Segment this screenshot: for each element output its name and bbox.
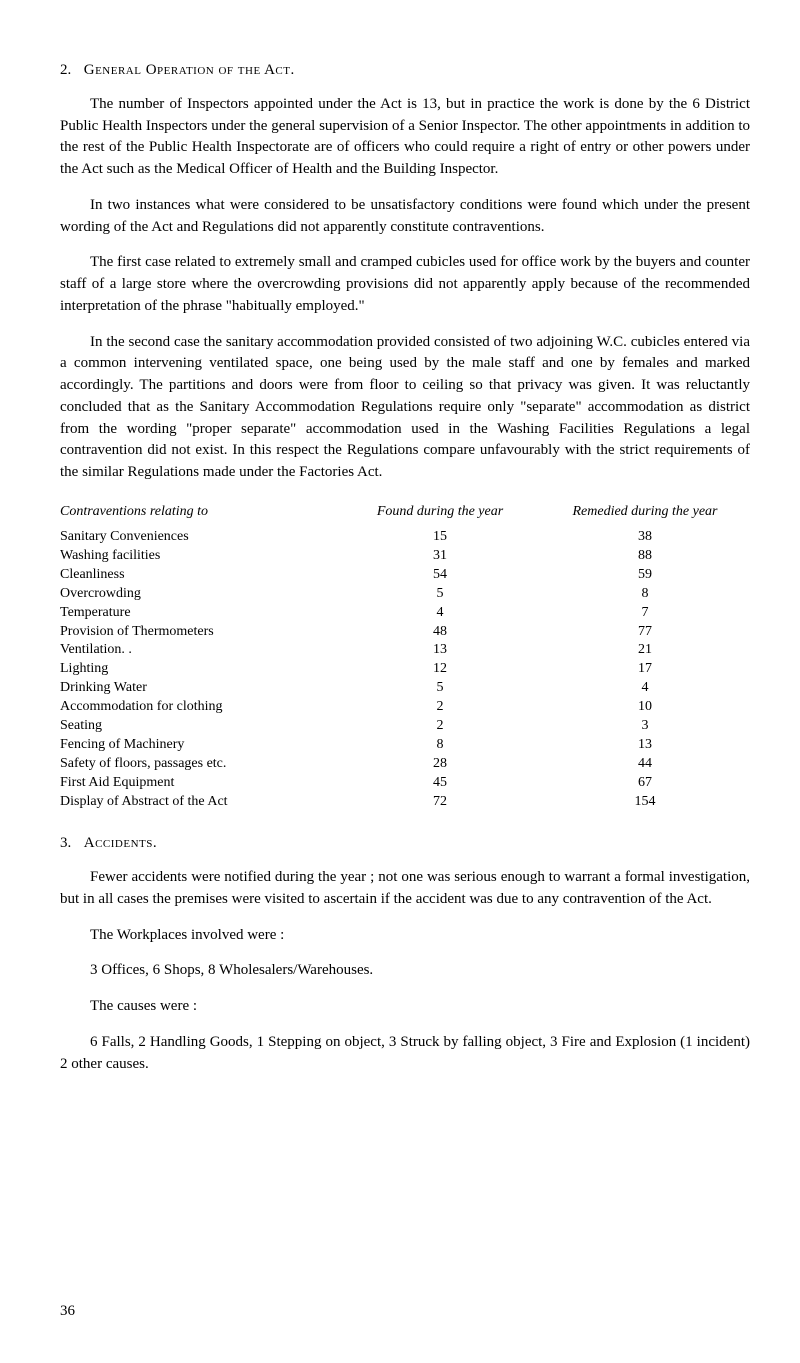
table-row: Lighting1217	[60, 660, 750, 679]
row-found: 48	[340, 623, 540, 642]
row-label: First Aid Equipment	[60, 774, 340, 793]
section3-para2: The Workplaces involved were :	[60, 925, 750, 947]
row-label: Washing facilities	[60, 547, 340, 566]
row-remedied: 77	[540, 623, 750, 642]
row-found: 45	[340, 774, 540, 793]
row-found: 54	[340, 566, 540, 585]
section2-para4: In the second case the sanitary accommod…	[60, 332, 750, 484]
table-row: Overcrowding58	[60, 585, 750, 604]
row-found: 15	[340, 528, 540, 547]
table-row: Sanitary Conveniences1538	[60, 528, 750, 547]
row-label: Ventilation. .	[60, 641, 340, 660]
row-remedied: 13	[540, 736, 750, 755]
row-remedied: 21	[540, 641, 750, 660]
row-found: 2	[340, 717, 540, 736]
section-number: 2.	[60, 60, 80, 82]
row-label: Fencing of Machinery	[60, 736, 340, 755]
section2-para1: The number of Inspectors appointed under…	[60, 94, 750, 181]
table-row: Washing facilities3188	[60, 547, 750, 566]
row-remedied: 44	[540, 755, 750, 774]
row-label: Seating	[60, 717, 340, 736]
row-label: Lighting	[60, 660, 340, 679]
header-col2: Found during the year	[340, 502, 540, 522]
row-remedied: 10	[540, 698, 750, 717]
table-row: Provision of Thermometers4877	[60, 623, 750, 642]
table-row: Display of Abstract of the Act72154	[60, 793, 750, 812]
row-label: Overcrowding	[60, 585, 340, 604]
table-row: Seating23	[60, 717, 750, 736]
table-row: Cleanliness5459	[60, 566, 750, 585]
row-found: 8	[340, 736, 540, 755]
table-row: Safety of floors, passages etc.2844	[60, 755, 750, 774]
row-remedied: 88	[540, 547, 750, 566]
row-found: 2	[340, 698, 540, 717]
row-remedied: 3	[540, 717, 750, 736]
row-found: 5	[340, 585, 540, 604]
row-label: Sanitary Conveniences	[60, 528, 340, 547]
row-found: 72	[340, 793, 540, 812]
table-row: Accommodation for clothing210	[60, 698, 750, 717]
row-label: Drinking Water	[60, 679, 340, 698]
section-3-heading: 3. Accidents.	[60, 833, 750, 855]
table-row: First Aid Equipment4567	[60, 774, 750, 793]
contraventions-table: Contraventions relating to Found during …	[60, 502, 750, 812]
row-label: Display of Abstract of the Act	[60, 793, 340, 812]
row-label: Safety of floors, passages etc.	[60, 755, 340, 774]
header-col3: Remedied during the year	[540, 502, 750, 522]
section2-para2: In two instances what were considered to…	[60, 195, 750, 239]
page-number: 36	[60, 1301, 75, 1323]
row-found: 12	[340, 660, 540, 679]
section2-para3: The first case related to extremely smal…	[60, 252, 750, 317]
row-remedied: 154	[540, 793, 750, 812]
section-title: General Operation of the Act.	[84, 62, 295, 78]
section-title: Accidents.	[84, 835, 157, 851]
section3-para4: The causes were :	[60, 996, 750, 1018]
table-header-row: Contraventions relating to Found during …	[60, 502, 750, 522]
row-found: 13	[340, 641, 540, 660]
section-number: 3.	[60, 833, 80, 855]
row-remedied: 8	[540, 585, 750, 604]
row-found: 5	[340, 679, 540, 698]
table-row: Fencing of Machinery813	[60, 736, 750, 755]
table-row: Ventilation. .1321	[60, 641, 750, 660]
row-label: Temperature	[60, 604, 340, 623]
table-row: Drinking Water54	[60, 679, 750, 698]
row-remedied: 4	[540, 679, 750, 698]
row-remedied: 67	[540, 774, 750, 793]
table-body: Sanitary Conveniences1538Washing facilit…	[60, 528, 750, 811]
row-remedied: 38	[540, 528, 750, 547]
row-remedied: 59	[540, 566, 750, 585]
section3-para1: Fewer accidents were notified during the…	[60, 867, 750, 911]
row-remedied: 7	[540, 604, 750, 623]
section3-para5: 6 Falls, 2 Handling Goods, 1 Stepping on…	[60, 1032, 750, 1076]
header-col1: Contraventions relating to	[60, 502, 340, 522]
row-found: 28	[340, 755, 540, 774]
table-row: Temperature47	[60, 604, 750, 623]
row-found: 4	[340, 604, 540, 623]
row-label: Cleanliness	[60, 566, 340, 585]
row-label: Provision of Thermometers	[60, 623, 340, 642]
row-label: Accommodation for clothing	[60, 698, 340, 717]
row-found: 31	[340, 547, 540, 566]
row-remedied: 17	[540, 660, 750, 679]
section3-para3: 3 Offices, 6 Shops, 8 Wholesalers/Wareho…	[60, 960, 750, 982]
section-2-heading: 2. General Operation of the Act.	[60, 60, 750, 82]
